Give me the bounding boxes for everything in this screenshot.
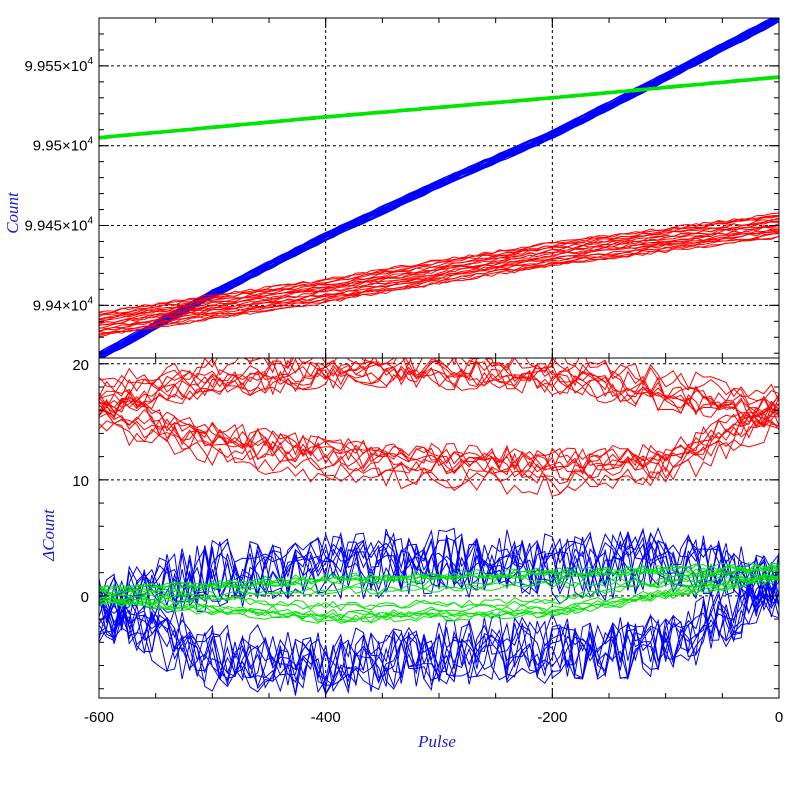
bottom-series-0-loop-5 <box>99 358 779 497</box>
top-series-0-loop-9 <box>99 18 779 358</box>
bottom-series-1-loop-7 <box>99 532 779 693</box>
bottom-ytick-label-0: 0 <box>81 589 89 606</box>
bottom-series-0-loop-0 <box>99 365 779 471</box>
top-series-1-loop-7 <box>99 75 779 140</box>
bottom-ytick-label-2: 20 <box>72 357 89 374</box>
top-series-2-loop-7 <box>99 219 779 333</box>
top-series-2-loop-5 <box>99 223 779 326</box>
bottom-series-1-loop-5 <box>99 536 779 689</box>
bottom-series-2-loop-5 <box>99 567 779 621</box>
bottom-series-2-loop-4 <box>99 562 779 624</box>
top-ytick-label-0: 9.94×104 <box>33 295 94 314</box>
bottom-series-0-loop-3 <box>99 358 779 484</box>
bottom-panel: 0 10 20 -600 -400 -200 0 <box>72 357 783 726</box>
top-ytick-label-1: 9.945×104 <box>24 216 93 235</box>
bottom-ytick-label-1: 10 <box>72 473 89 490</box>
top-series-2-loop-8 <box>99 215 779 335</box>
bottom-series-0-loop-1 <box>99 366 779 471</box>
bottom-series-0-loop-8 <box>99 358 779 481</box>
top-series-2-loop-6 <box>99 221 779 329</box>
top-series-0-loop-6 <box>99 18 779 358</box>
xtick-label-0: -600 <box>84 709 114 726</box>
top-series-2-loop-3 <box>99 220 779 330</box>
bottom-series-2-loop-3 <box>99 564 779 623</box>
top-ytick-label-2: 9.95×104 <box>33 136 94 155</box>
top-panel: 9.94×104 9.945×104 9.95×104 9.955×104 <box>24 17 780 359</box>
bottom-series-0-loop-9 <box>99 367 779 471</box>
bottom-y-axis-title: ΔCount <box>39 508 58 562</box>
top-ytick-label-3: 9.955×104 <box>24 56 93 75</box>
top-series-0-loop-7 <box>99 18 779 358</box>
bottom-series-1-loop-1 <box>99 527 779 687</box>
bottom-series-1-loop-8 <box>99 531 779 696</box>
top-y-axis-title: Count <box>3 191 22 234</box>
xtick-label-3: 0 <box>775 709 783 726</box>
x-axis-title: Pulse <box>417 732 456 751</box>
top-series-0-loop-8 <box>99 18 779 358</box>
top-series-2-loop-9 <box>99 214 779 338</box>
xtick-label-1: -400 <box>311 709 341 726</box>
bottom-series-2-loop-6 <box>99 565 779 612</box>
bottom-series-0-loop-2 <box>99 358 779 494</box>
xtick-label-2: -200 <box>537 709 567 726</box>
bottom-series-0-loop-6 <box>99 359 779 478</box>
bottom-series-2-loop-7 <box>99 568 779 619</box>
top-series-2-loop-0 <box>99 212 779 336</box>
bottom-series-2-loop-2 <box>99 562 779 611</box>
bottom-series-1-loop-6 <box>99 526 779 695</box>
